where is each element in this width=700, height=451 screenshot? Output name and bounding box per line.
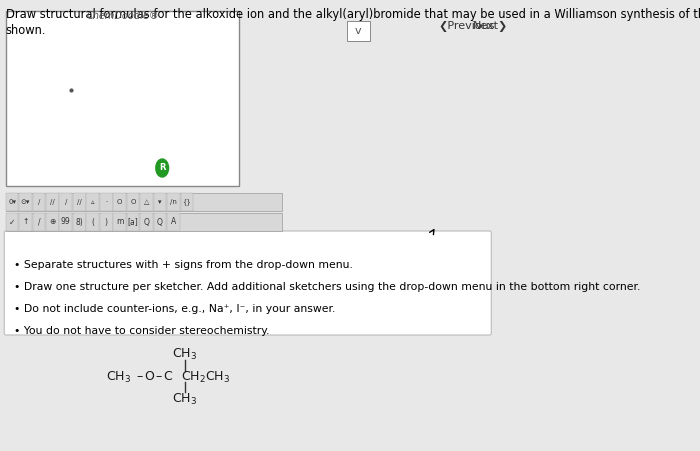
Text: shown.: shown. bbox=[6, 24, 46, 37]
Bar bbox=[181, 193, 193, 211]
Text: /: / bbox=[38, 199, 40, 205]
Text: O: O bbox=[144, 371, 154, 383]
Text: 99: 99 bbox=[61, 217, 71, 226]
Text: –: – bbox=[136, 371, 143, 383]
Text: Q: Q bbox=[144, 217, 150, 226]
Bar bbox=[127, 193, 139, 211]
Text: //: // bbox=[77, 199, 82, 205]
Bar bbox=[100, 193, 113, 211]
Text: {}: {} bbox=[183, 198, 191, 205]
Text: (: ( bbox=[91, 217, 94, 226]
Bar bbox=[167, 213, 180, 231]
FancyBboxPatch shape bbox=[4, 231, 491, 335]
Text: C: C bbox=[163, 371, 172, 383]
Bar bbox=[19, 213, 32, 231]
Text: ): ) bbox=[105, 217, 108, 226]
Bar bbox=[140, 213, 153, 231]
Bar bbox=[153, 213, 167, 231]
Text: ↑: ↑ bbox=[22, 217, 29, 226]
Text: ⊕: ⊕ bbox=[49, 217, 55, 226]
Text: ⊙▾: ⊙▾ bbox=[21, 199, 30, 205]
Bar bbox=[113, 213, 126, 231]
Bar bbox=[127, 213, 139, 231]
Bar bbox=[167, 193, 180, 211]
Bar bbox=[100, 213, 113, 231]
Text: Next❯: Next❯ bbox=[473, 20, 508, 32]
Bar bbox=[19, 193, 32, 211]
Bar bbox=[60, 213, 72, 231]
Text: A: A bbox=[171, 217, 176, 226]
Text: ❮Previous: ❮Previous bbox=[439, 20, 496, 32]
Text: /: / bbox=[64, 199, 67, 205]
Text: $\mathregular{CH_3}$: $\mathregular{CH_3}$ bbox=[172, 391, 197, 406]
Text: R: R bbox=[159, 164, 165, 172]
Text: Draw structural formulas for the alkoxide ion and the alkyl(aryl)bromide that ma: Draw structural formulas for the alkoxid… bbox=[6, 8, 700, 21]
Bar bbox=[153, 193, 167, 211]
Text: m: m bbox=[116, 217, 123, 226]
Bar bbox=[33, 213, 46, 231]
Text: O: O bbox=[130, 199, 136, 205]
Bar bbox=[140, 193, 153, 211]
Bar bbox=[347, 21, 370, 41]
Text: • Draw one structure per sketcher. Add additional sketchers using the drop-down : • Draw one structure per sketcher. Add a… bbox=[14, 282, 640, 292]
Bar bbox=[6, 193, 282, 211]
Text: 8): 8) bbox=[76, 217, 83, 226]
Text: [a]: [a] bbox=[127, 217, 139, 226]
Text: • You do not have to consider stereochemistry.: • You do not have to consider stereochem… bbox=[14, 326, 270, 336]
Text: ▵: ▵ bbox=[91, 199, 94, 205]
Text: ·: · bbox=[105, 199, 107, 205]
Bar bbox=[46, 213, 59, 231]
Bar bbox=[6, 193, 18, 211]
Text: O: O bbox=[117, 199, 122, 205]
Circle shape bbox=[156, 159, 169, 177]
Text: 0▾: 0▾ bbox=[8, 199, 16, 205]
Text: ChemDoodle®: ChemDoodle® bbox=[86, 11, 159, 21]
Bar bbox=[46, 193, 59, 211]
Text: • Separate structures with + signs from the drop-down menu.: • Separate structures with + signs from … bbox=[14, 260, 353, 270]
Text: △: △ bbox=[144, 199, 149, 205]
Text: –: – bbox=[155, 371, 162, 383]
Text: ✓: ✓ bbox=[9, 217, 15, 226]
Bar bbox=[86, 193, 99, 211]
Text: $\mathregular{CH_3}$: $\mathregular{CH_3}$ bbox=[172, 346, 197, 362]
Bar bbox=[60, 193, 72, 211]
Text: //: // bbox=[50, 199, 55, 205]
Bar bbox=[6, 213, 18, 231]
Text: ▾: ▾ bbox=[158, 199, 162, 205]
Bar bbox=[113, 193, 126, 211]
Text: Q: Q bbox=[157, 217, 163, 226]
Text: v: v bbox=[355, 26, 361, 36]
Bar bbox=[73, 193, 85, 211]
Bar bbox=[33, 193, 46, 211]
Bar bbox=[6, 213, 282, 231]
Bar bbox=[86, 213, 99, 231]
Text: $\mathregular{CH_2CH_3}$: $\mathregular{CH_2CH_3}$ bbox=[181, 369, 231, 385]
Bar bbox=[6, 11, 239, 186]
Text: /: / bbox=[38, 217, 40, 226]
Bar bbox=[73, 213, 85, 231]
Text: $\mathregular{CH_3}$: $\mathregular{CH_3}$ bbox=[106, 369, 131, 385]
Text: /n: /n bbox=[170, 199, 177, 205]
Text: • Do not include counter-ions, e.g., Na⁺, I⁻, in your answer.: • Do not include counter-ions, e.g., Na⁺… bbox=[14, 304, 335, 314]
